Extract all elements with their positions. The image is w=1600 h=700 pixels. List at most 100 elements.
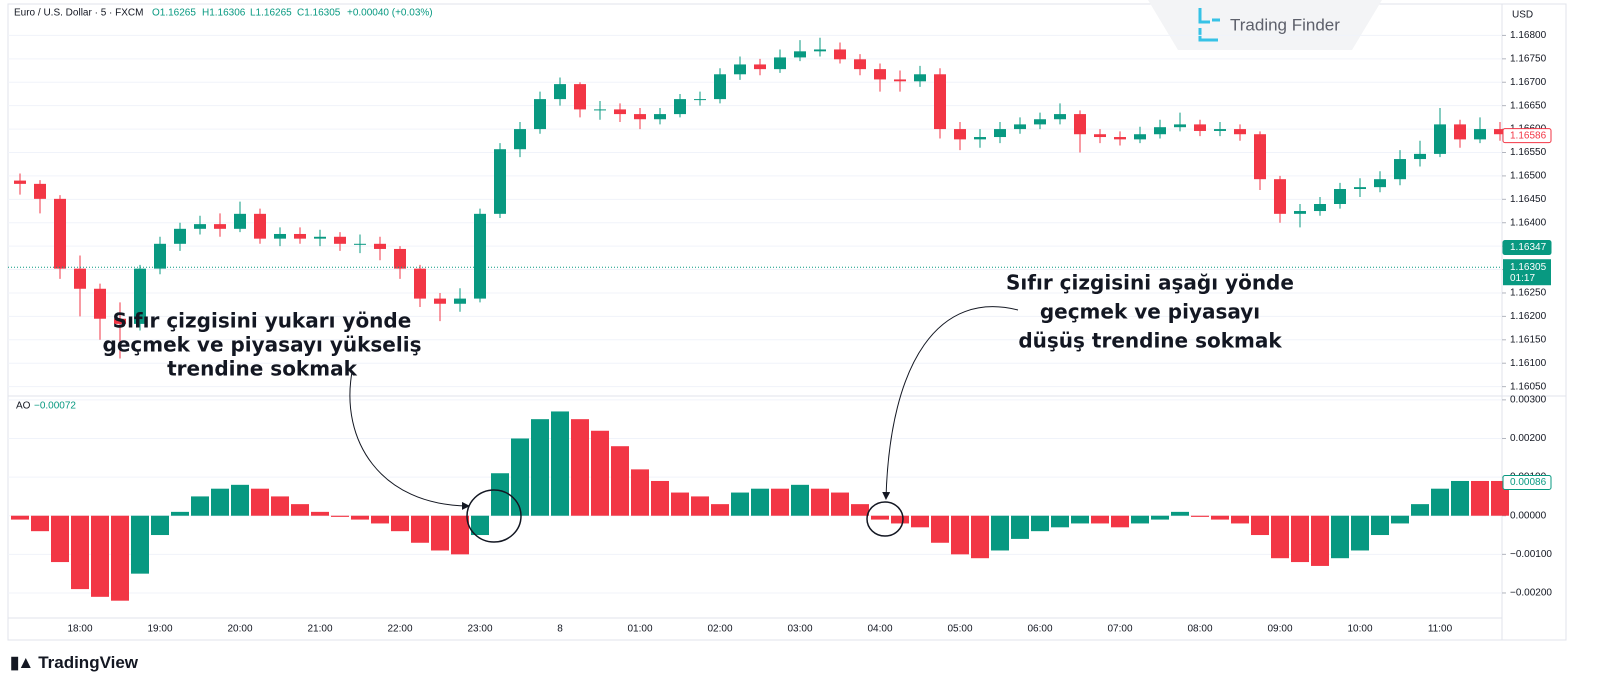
ao-bar [171, 511, 189, 516]
x-tick-label: 04:00 [867, 624, 892, 635]
x-tick-label: 19:00 [147, 624, 172, 635]
candle-body [814, 49, 826, 52]
ao-bar [811, 488, 829, 516]
ao-bar [471, 515, 489, 536]
x-tick-label: 06:00 [1027, 624, 1052, 635]
ao-bar [151, 515, 169, 536]
candle-body [494, 149, 506, 214]
ao-bar [631, 469, 649, 516]
x-tick-label: 09:00 [1267, 624, 1292, 635]
ao-bar [991, 515, 1009, 551]
candle-body [1454, 124, 1466, 140]
watermark-text: Trading Finder [1230, 15, 1340, 34]
ao-bar [611, 446, 629, 516]
annotation-right: Sıfır çizgisini aşağı yönde geçmek ve pi… [1006, 271, 1294, 353]
ao-bar [691, 496, 709, 516]
candle-body [854, 59, 866, 70]
ao-bar [871, 515, 889, 520]
ao-bar [351, 515, 369, 520]
candle-body [1034, 119, 1046, 125]
currency: USD [1512, 10, 1533, 21]
ao-bar [531, 419, 549, 516]
x-tick-label: 01:00 [627, 624, 652, 635]
x-tick-label: 02:00 [707, 624, 732, 635]
ao-bar [891, 515, 909, 524]
candle-body [674, 99, 686, 115]
ao-bar [11, 515, 29, 520]
ao-bar [591, 430, 609, 516]
candle-body [774, 57, 786, 70]
ao-bar [1331, 515, 1349, 559]
x-tick-label: 23:00 [467, 624, 492, 635]
price-marker [1502, 128, 1552, 144]
candle-body [1054, 114, 1066, 120]
ao-bar [291, 504, 309, 516]
x-tick-label: 22:00 [387, 624, 412, 635]
candle-body [1374, 179, 1386, 188]
candle-body [974, 137, 986, 140]
ohlc-high: H1.16306 [202, 8, 246, 19]
ao-bar [311, 511, 329, 516]
last-price-box [1503, 259, 1551, 286]
annotation-line: Sıfır çizgisini yukarı yönde [113, 309, 412, 333]
x-tick-label: 18:00 [67, 624, 92, 635]
ao-bar [71, 515, 89, 590]
candle-body [474, 213, 486, 299]
candle-body [414, 268, 426, 299]
ao-bar [1151, 515, 1169, 520]
ao-bar [951, 515, 969, 555]
candle-body [454, 298, 466, 304]
annotation-line: düşüş trendine sokmak [1018, 329, 1282, 353]
ao-bar [451, 515, 469, 555]
candle-body [934, 74, 946, 130]
candle-body [54, 198, 66, 269]
ao-bar [111, 515, 129, 601]
candle-body [694, 99, 706, 101]
ao-bar [1351, 515, 1369, 551]
ao-bar [411, 515, 429, 543]
candle-body [894, 79, 906, 82]
candle-body [234, 213, 246, 229]
ao-bar [711, 504, 729, 516]
ao-bar [1451, 480, 1469, 516]
symbol: Euro / U.S. Dollar · 5 · FXCM [14, 8, 143, 19]
candle-body [1314, 204, 1326, 212]
ao-bar [1171, 511, 1189, 516]
candle-body [1094, 134, 1106, 138]
candle-body [374, 243, 386, 249]
x-tick-label: 8 [557, 624, 563, 635]
annotation-line: geçmek ve piyasayı [1040, 300, 1260, 324]
ao-bar [911, 515, 929, 528]
candle-body [994, 129, 1006, 138]
ao-bar [1231, 515, 1249, 524]
ao-bar [1191, 515, 1209, 517]
ao-bar [251, 488, 269, 516]
price-marker [1502, 475, 1552, 491]
candle-body [154, 243, 166, 269]
y-tick-label: 1.16700 [1510, 77, 1547, 88]
ao-bar [1031, 515, 1049, 532]
candle-body [254, 213, 266, 239]
ao-bar [771, 488, 789, 516]
ao-bar [1111, 515, 1129, 528]
ohlc-open: O1.16265 [152, 8, 196, 19]
indicator-value: −0.00072 [34, 401, 76, 412]
price-marker-label: 0.00086 [1510, 477, 1547, 488]
highlight-circle [866, 501, 904, 537]
candle-body [594, 109, 606, 111]
annotation-line: trendine sokmak [167, 357, 357, 381]
candle-body [1074, 114, 1086, 135]
candle-body [1334, 189, 1346, 204]
candle-body [634, 114, 646, 120]
ao-bar [1071, 515, 1089, 524]
y-tick-label: 1.16650 [1510, 100, 1547, 111]
y-tick-label: 1.16050 [1510, 381, 1547, 392]
y-tick-label: 1.16250 [1510, 288, 1547, 299]
ao-bar [31, 515, 49, 532]
ohlc-low: L1.16265 [250, 8, 292, 19]
y-tick-label: 1.16500 [1510, 171, 1547, 182]
candle-body [1414, 153, 1426, 160]
candle-body [734, 64, 746, 75]
ao-bar [1471, 480, 1489, 516]
